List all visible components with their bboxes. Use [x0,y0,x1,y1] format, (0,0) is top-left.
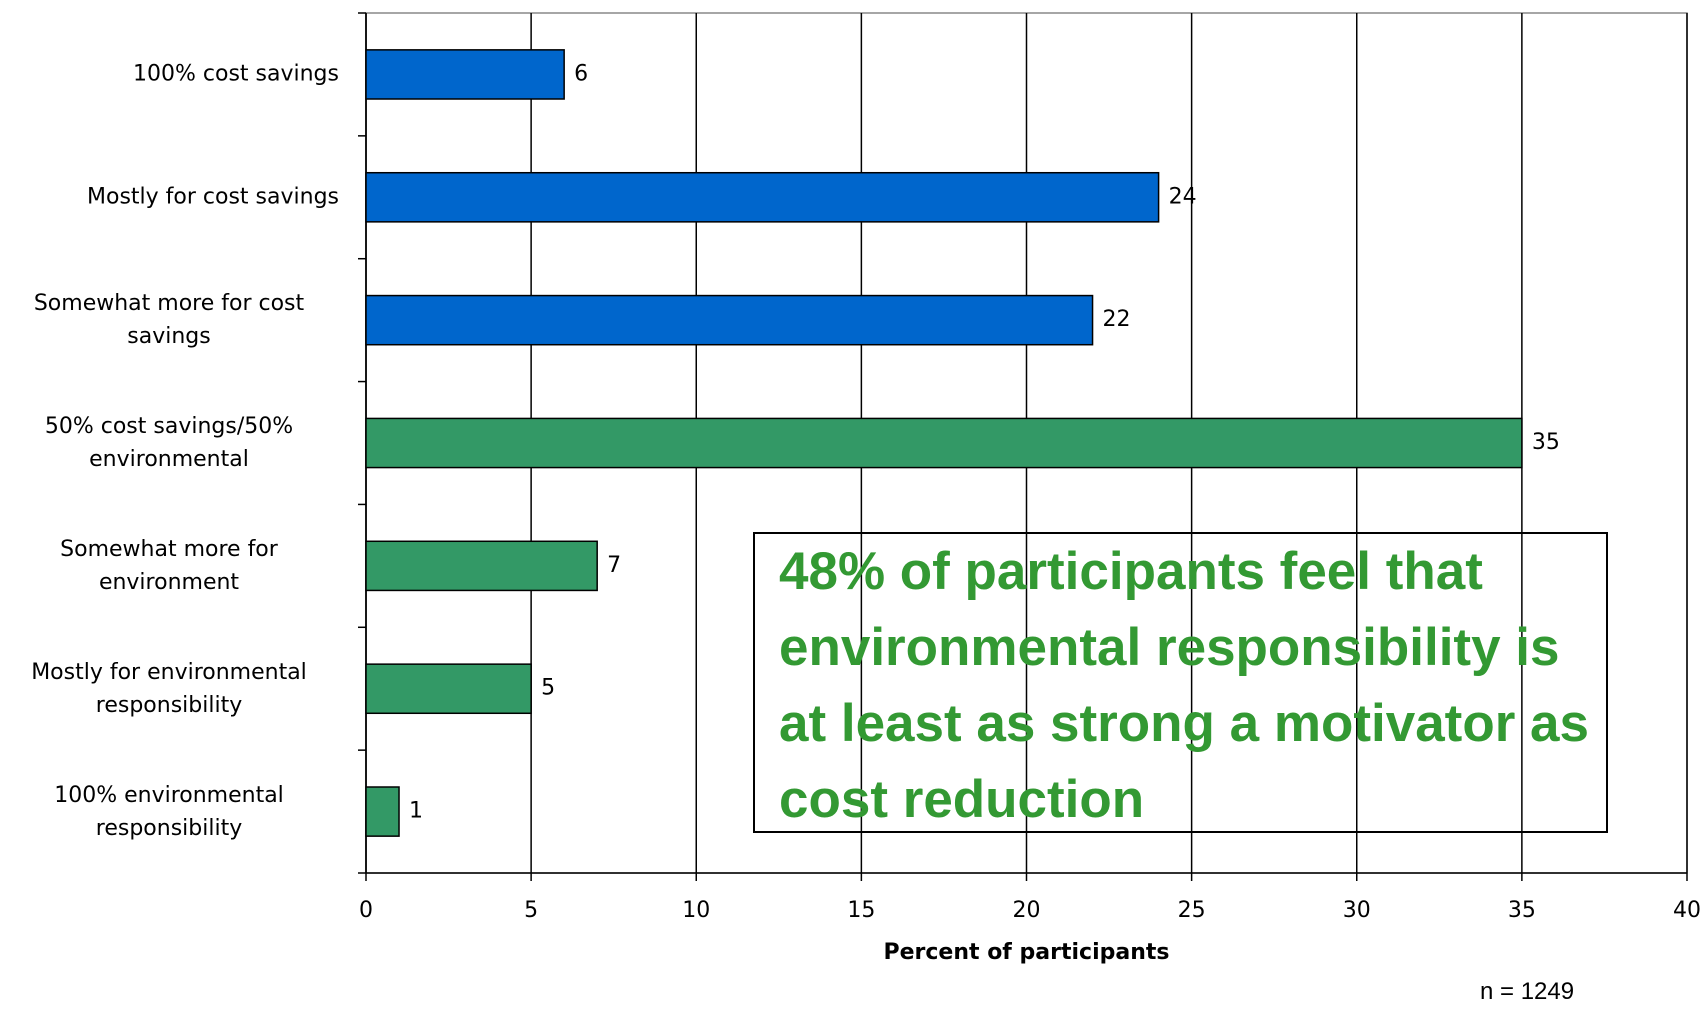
x-tick-label: 35 [1508,898,1536,923]
category-label-wrap: Somewhat more for environment [0,533,339,599]
bar [365,786,400,837]
category-label-wrap: Somewhat more for cost savings [0,287,339,353]
x-tick-label: 10 [682,898,710,923]
bar [365,49,565,100]
data-label: 6 [574,61,588,86]
bar [365,540,598,592]
bar [365,663,532,715]
bar [365,294,1094,346]
y-tick-label: Somewhat more for cost savings [33,291,305,350]
y-tick-label: 100% environmental responsibility [54,782,284,841]
data-label: 24 [1169,184,1197,209]
x-tick-label: 40 [1673,898,1701,923]
x-tick-label: 30 [1343,898,1371,923]
data-label: 1 [409,799,423,824]
category-label-wrap: 50% cost savings/50% environmental [0,410,339,476]
category-label-wrap: Mostly for environmental responsibility [0,656,339,722]
x-tick-label: 0 [359,898,373,923]
bar [365,171,1160,223]
x-tick-label: 20 [1013,898,1041,923]
category-label-wrap: 100% environmental responsibility [0,779,339,845]
y-tick-label: Mostly for cost savings [87,184,339,210]
y-tick-label: Somewhat more for environment [60,536,278,595]
data-label: 35 [1532,430,1560,455]
y-tick-label: 100% cost savings [133,61,339,87]
x-axis-label: Percent of participants [883,940,1170,965]
bar [365,417,1523,469]
sample-size-note: n = 1249 [1480,978,1575,1005]
x-tick-label: 15 [847,898,875,923]
data-label: 7 [607,553,621,578]
category-label-wrap: Mostly for cost savings [0,181,339,214]
data-label: 22 [1103,307,1131,332]
x-tick-label: 5 [524,898,538,923]
annotation: 48% of participants feel that environmen… [753,532,1608,833]
data-label: 5 [541,676,555,701]
x-tick-label: 25 [1178,898,1206,923]
y-tick-label: 50% cost savings/50% environmental [44,414,294,472]
y-tick-label: Mostly for environmental responsibility [31,659,307,718]
category-label-wrap: 100% cost savings [0,58,339,91]
